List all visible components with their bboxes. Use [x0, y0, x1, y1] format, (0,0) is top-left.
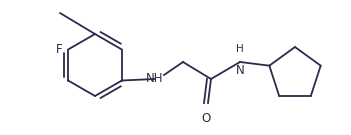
Text: NH: NH	[146, 72, 164, 85]
Text: F: F	[56, 43, 63, 56]
Text: H: H	[236, 44, 244, 54]
Text: N: N	[236, 64, 244, 77]
Text: O: O	[201, 112, 211, 125]
